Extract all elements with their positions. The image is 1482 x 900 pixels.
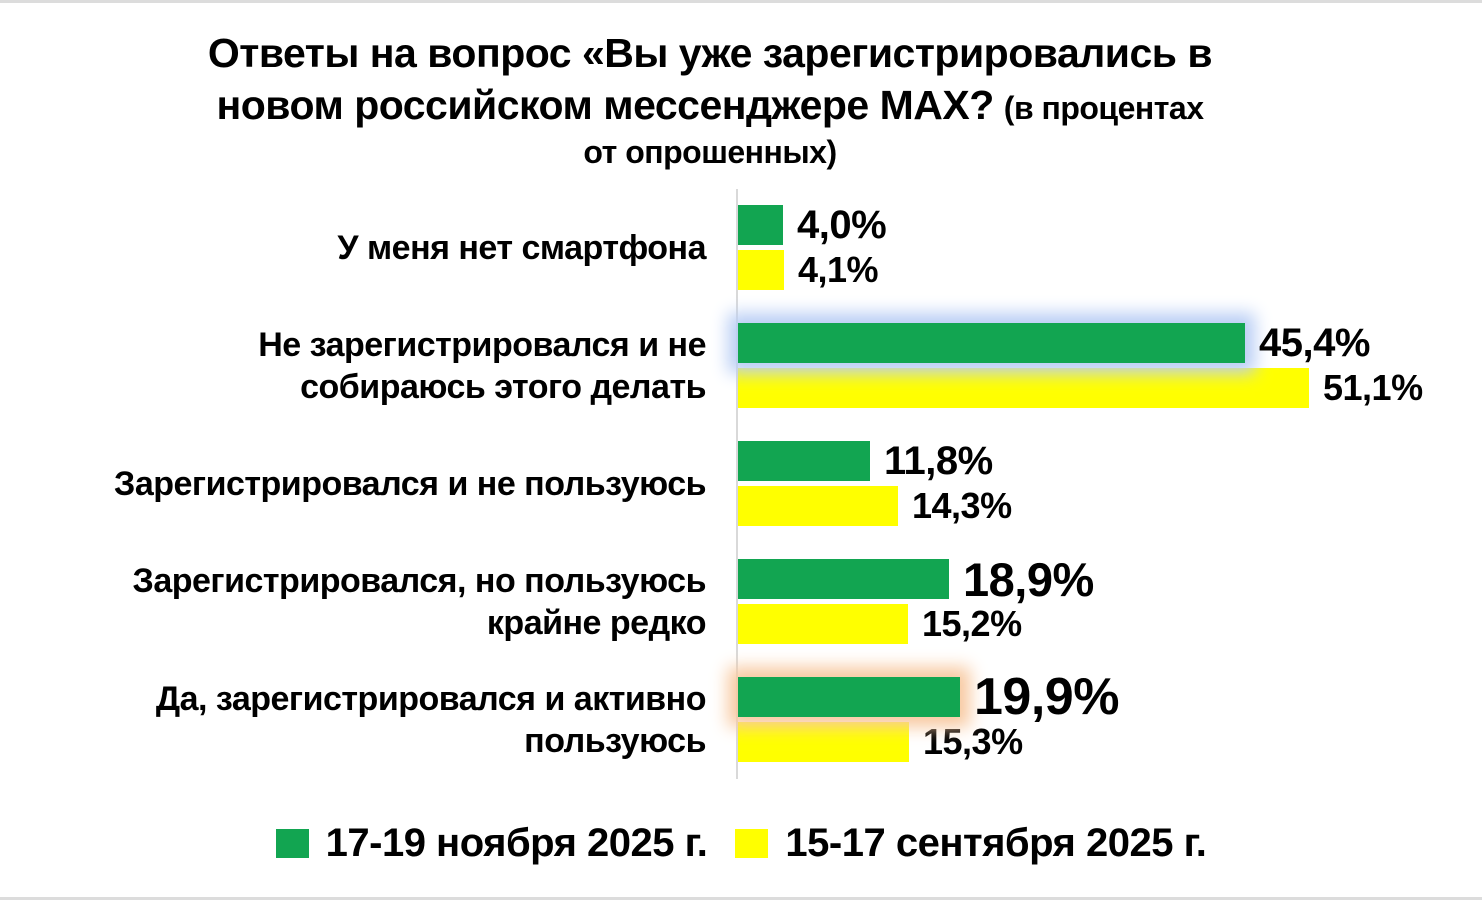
- bar-september-yellow: [738, 486, 898, 527]
- bar-november-green: [738, 441, 870, 482]
- bar-line: 4,0%: [738, 202, 1482, 247]
- chart-rows: У меня нет смартфона 4,0% 4,1% Не зарегистр…: [0, 188, 1482, 779]
- bar-group: 11,8% 14,3%: [736, 424, 1482, 543]
- chart-title-line2: новом российском мессенджере MAX? (в проц…: [0, 79, 1420, 131]
- category-label-line: пользуюсь: [524, 721, 706, 760]
- bar-september-yellow: [738, 368, 1309, 409]
- bar-row: Да, зарегистрировался и активно пользуюсь…: [0, 660, 1482, 779]
- chart-title-line3: от опрошенных): [0, 132, 1420, 173]
- bar-september-yellow: [738, 722, 909, 763]
- category-label-line: собираюсь этого делать: [300, 367, 706, 406]
- category-label: Зарегистрировался и не пользуюсь: [0, 425, 736, 543]
- bar-line: 4,1%: [738, 249, 1482, 291]
- legend-label: 15-17 сентября 2025 г.: [785, 820, 1207, 865]
- bar-group: 18,9% 15,2%: [736, 542, 1482, 661]
- value-label: 11,8%: [884, 438, 993, 483]
- bar-september-yellow: [738, 250, 784, 291]
- legend-label: 17-19 ноября 2025 г.: [325, 820, 708, 865]
- category-label-line: Не зарегистрировался и не: [258, 325, 706, 364]
- bar-line: 45,4%: [738, 320, 1482, 365]
- category-label: Да, зарегистрировался и активно пользуюсь: [0, 661, 736, 779]
- bar-group: 45,4% 51,1%: [736, 306, 1482, 425]
- bar-row: Зарегистрировался, но пользуюсь крайне ре…: [0, 542, 1482, 661]
- chart-title-line1: Ответы на вопрос «Вы уже зарегистрировал…: [0, 27, 1420, 79]
- legend-swatch-green: [275, 828, 309, 858]
- bar-september-yellow: [738, 604, 908, 645]
- value-label: 14,3%: [912, 485, 1012, 527]
- category-label: Зарегистрировался, но пользуюсь крайне ре…: [0, 543, 736, 661]
- bar-line: 15,2%: [738, 603, 1482, 645]
- value-label: 4,0%: [797, 202, 887, 247]
- bar-november-green: [738, 559, 949, 600]
- category-label: У меня нет смартфона: [0, 189, 736, 307]
- bar-line: 18,9%: [738, 553, 1482, 606]
- category-label-line: Зарегистрировался и не пользуюсь: [114, 464, 706, 503]
- value-label: 15,3%: [923, 721, 1023, 763]
- chart-title-note-text: (в процентах: [1003, 90, 1204, 127]
- category-label-line: крайне редко: [486, 603, 707, 642]
- bar-line: 51,1%: [738, 367, 1482, 409]
- chart-title-note-text: от опрошенных): [583, 133, 837, 170]
- bar-line: 19,9%: [738, 668, 1482, 726]
- chart-title: Ответы на вопрос «Вы уже зарегистрировал…: [0, 27, 1420, 173]
- bar-november-green: [738, 677, 960, 718]
- category-label: Не зарегистрировался и не собираюсь этого…: [0, 307, 736, 425]
- bar-november-green: [738, 205, 783, 246]
- chart-title-main-text: новом российском мессенджере MAX?: [216, 82, 995, 129]
- bar-row: Зарегистрировался и не пользуюсь 11,8% 14,…: [0, 424, 1482, 543]
- value-label: 15,2%: [922, 603, 1022, 645]
- bar-line: 15,3%: [738, 721, 1482, 763]
- legend-item-november: 17-19 ноября 2025 г.: [275, 820, 708, 866]
- bar-line: 14,3%: [738, 485, 1482, 527]
- bar-group: 4,0% 4,1%: [736, 188, 1482, 307]
- bar-row: Не зарегистрировался и не собираюсь этого…: [0, 306, 1482, 425]
- value-label: 45,4%: [1259, 320, 1370, 365]
- chart-legend: 17-19 ноября 2025 г. 15-17 сентября 2025…: [0, 821, 1482, 866]
- legend-item-september: 15-17 сентября 2025 г.: [735, 820, 1207, 866]
- category-label-line: Зарегистрировался, но пользуюсь: [132, 561, 707, 600]
- value-label: 18,9%: [963, 552, 1094, 606]
- value-label: 19,9%: [974, 668, 1119, 727]
- bar-november-green: [738, 323, 1245, 364]
- chart-title-main-text: Ответы на вопрос «Вы уже зарегистрировал…: [207, 30, 1213, 76]
- bar-group: 19,9% 15,3%: [736, 660, 1482, 779]
- category-label-line: Да, зарегистрировался и активно: [155, 679, 707, 718]
- bar-line: 11,8%: [738, 438, 1482, 483]
- bar-row: У меня нет смартфона 4,0% 4,1%: [0, 188, 1482, 307]
- legend-swatch-yellow: [735, 828, 769, 858]
- value-label: 51,1%: [1323, 367, 1423, 409]
- category-label-line: У меня нет смартфона: [337, 228, 706, 267]
- value-label: 4,1%: [798, 249, 879, 291]
